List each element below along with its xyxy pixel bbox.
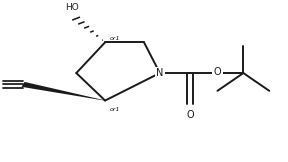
Polygon shape	[22, 82, 105, 101]
Text: N: N	[156, 68, 164, 78]
Text: O: O	[186, 110, 194, 120]
Text: or1: or1	[109, 107, 120, 112]
Text: HO: HO	[65, 3, 79, 12]
Text: O: O	[214, 67, 221, 77]
Text: or1: or1	[109, 36, 120, 41]
